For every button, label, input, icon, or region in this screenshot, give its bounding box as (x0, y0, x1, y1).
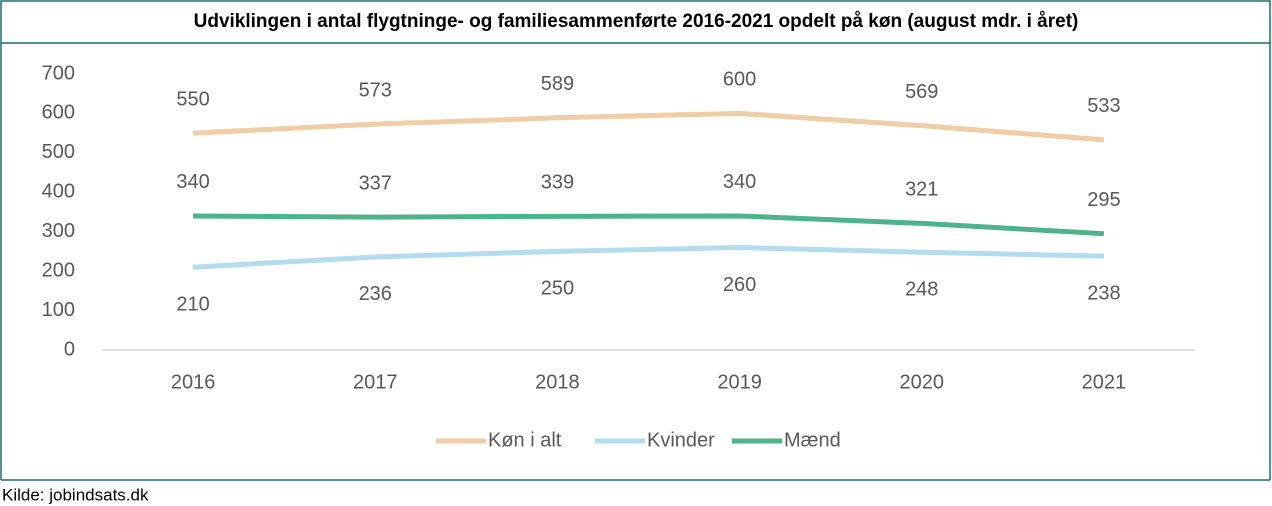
y-tick-label: 300 (42, 220, 75, 242)
legend-label: Mænd (784, 429, 841, 451)
data-label: 589 (541, 73, 574, 95)
chart-title: Udviklingen i antal flygtninge- og famil… (194, 11, 1079, 32)
legend-label: Køn i alt (488, 429, 562, 451)
series-line (192, 244, 1104, 270)
y-tick-label: 600 (42, 102, 75, 124)
y-tick-label: 400 (42, 181, 75, 203)
series-line (193, 213, 1105, 237)
x-tick-label: 2020 (900, 371, 945, 393)
title-box (0, 0, 1271, 44)
legend-label: Kvinder (647, 429, 715, 451)
data-label: 533 (1087, 95, 1120, 117)
data-label: 238 (1087, 282, 1120, 304)
y-tick-label: 500 (42, 141, 75, 163)
data-label: 295 (1087, 189, 1120, 211)
data-label: 236 (359, 283, 392, 305)
data-label: 260 (723, 274, 756, 296)
data-label: 550 (176, 88, 209, 110)
x-tick-label: 2021 (1082, 371, 1127, 393)
data-label: 600 (723, 69, 756, 91)
x-tick-label: 2018 (535, 371, 580, 393)
source: Kilde: jobindsats.dk (2, 485, 149, 504)
data-label: 339 (541, 172, 574, 194)
series-line (192, 110, 1105, 143)
data-label: 573 (359, 79, 392, 101)
data-label: 569 (905, 81, 938, 103)
y-tick-label: 100 (42, 299, 75, 321)
y-tick-label: 200 (42, 259, 75, 281)
y-tick-label: 0 (64, 338, 75, 360)
data-label: 250 (541, 278, 574, 300)
data-label: 337 (359, 172, 392, 194)
data-label: 321 (905, 179, 938, 201)
data-label: 340 (176, 171, 209, 193)
data-label: 210 (176, 293, 209, 315)
x-tick-label: 2019 (717, 371, 762, 393)
x-tick-label: 2016 (171, 371, 216, 393)
x-tick-label: 2017 (353, 371, 398, 393)
data-label: 340 (723, 171, 756, 193)
data-label: 248 (905, 278, 938, 300)
y-tick-label: 700 (42, 62, 75, 84)
